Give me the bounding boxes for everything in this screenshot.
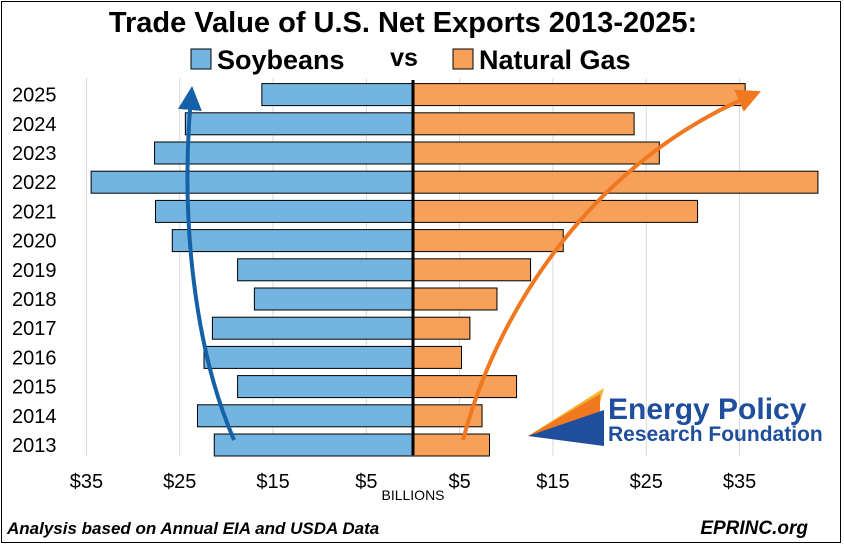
natural-gas-bar-2016: [412, 345, 463, 369]
x-tick-labels: $35 $25 $15 $5 $5 $15 $25 $35: [70, 471, 756, 493]
soybeans-trend-arrow: [177, 86, 236, 441]
year-labels: 2025 2024 2023 2022 2021 2020 2019 2018 2017 2016…: [12, 85, 57, 457]
footer-source: Analysis based on Annual EIA and USDA Da…: [6, 519, 379, 538]
year-label-2024: 2024: [12, 114, 57, 136]
natural-gas-bar-2015: [412, 375, 518, 399]
x-tick-label-4: $5: [449, 471, 471, 493]
soybeans-bar-2014: [196, 404, 414, 428]
soybeans-bar-2013: [213, 433, 414, 457]
x-tick-label-5: $15: [536, 471, 569, 493]
soybeans-bar-2015: [237, 375, 414, 399]
year-label-2021: 2021: [12, 201, 57, 223]
year-label-2018: 2018: [12, 289, 57, 311]
legend-vs-label: vs: [390, 44, 418, 72]
year-label-2013: 2013: [12, 435, 57, 457]
year-label-2016: 2016: [12, 347, 57, 369]
soybeans-bar-2023: [154, 141, 414, 165]
soybeans-bar-2018: [253, 287, 414, 311]
year-label-2015: 2015: [12, 377, 57, 399]
natural-gas-trend-arrow: [461, 89, 762, 441]
natural-gas-bar-2018: [412, 287, 498, 311]
year-label-2022: 2022: [12, 172, 57, 194]
natural-gas-bar-2019: [412, 258, 532, 282]
year-label-2014: 2014: [12, 406, 57, 428]
x-tick-label-7: $35: [723, 471, 756, 493]
year-label-2020: 2020: [12, 231, 57, 253]
soybeans-bar-2016: [203, 345, 414, 369]
soybeans-bar-2017: [211, 316, 414, 340]
natural-gas-bar-2020: [412, 229, 564, 253]
logo-line1: Energy Policy: [608, 393, 807, 426]
legend-swatch-natural-gas: [452, 48, 474, 70]
x-tick-label-6: $25: [630, 471, 663, 493]
legend-swatch-soybeans: [190, 48, 212, 70]
soybeans-bar-2019: [237, 258, 414, 282]
legend-label-soybeans: Soybeans: [217, 45, 345, 75]
natural-gas-bar-2025: [412, 83, 746, 107]
natural-gas-bar-2017: [412, 316, 471, 340]
legend: Soybeans vs Natural Gas: [190, 44, 631, 75]
natural-gas-bar-2021: [412, 199, 699, 223]
soybeans-bar-2025: [261, 83, 414, 107]
x-tick-label-1: $25: [163, 471, 196, 493]
natural-gas-bars: [412, 83, 819, 457]
natural-gas-bar-2024: [412, 112, 635, 136]
logo-line2: Research Foundation: [608, 423, 823, 446]
year-label-2019: 2019: [12, 260, 57, 282]
soybeans-bar-2022: [90, 170, 414, 194]
soybeans-bar-2021: [154, 199, 414, 223]
natural-gas-bar-2023: [412, 141, 660, 165]
year-label-2017: 2017: [12, 318, 57, 340]
footer-site: EPRINC.org: [700, 518, 808, 539]
eprinc-logo: Energy Policy Research Foundation: [528, 388, 823, 446]
legend-label-natural-gas: Natural Gas: [479, 45, 631, 75]
year-label-2023: 2023: [12, 143, 57, 165]
soybeans-bar-2020: [171, 229, 414, 253]
x-tick-label-2: $15: [256, 471, 289, 493]
logo-wing-icon: [528, 410, 604, 446]
year-label-2025: 2025: [12, 85, 57, 107]
x-tick-label-0: $35: [70, 471, 103, 493]
x-tick-label-3: $5: [355, 471, 377, 493]
soybeans-bars: [90, 83, 414, 457]
soybeans-bar-2024: [184, 112, 414, 136]
natural-gas-bar-2013: [412, 433, 491, 457]
chart-title: Trade Value of U.S. Net Exports 2013-202…: [109, 7, 697, 39]
x-axis-label: BILLIONS: [381, 487, 444, 503]
